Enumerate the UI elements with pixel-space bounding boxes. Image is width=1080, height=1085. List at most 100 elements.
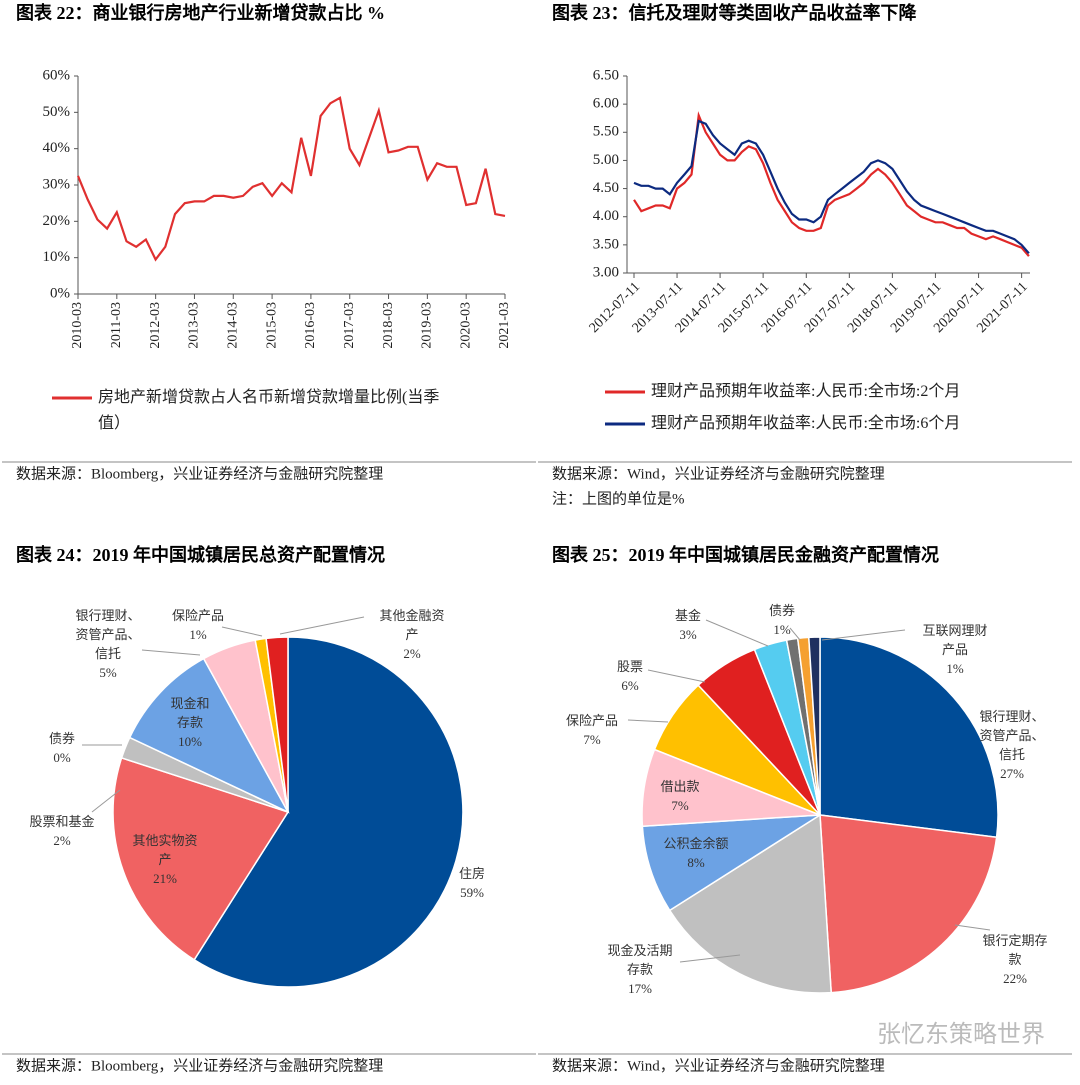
slice-value: 21% bbox=[153, 871, 177, 886]
slice-label: 其他实物资产 bbox=[132, 833, 197, 867]
leader-line bbox=[141, 649, 201, 656]
slice-label: 现金及活期存款 bbox=[607, 943, 672, 977]
slice-value: 1% bbox=[946, 661, 964, 676]
x-tick-label: 2013-03 bbox=[187, 302, 202, 349]
slice-value: 5% bbox=[99, 665, 117, 680]
slice-value: 17% bbox=[628, 981, 652, 996]
x-tick-label: 2015-03 bbox=[264, 302, 279, 349]
slice-label: 其他金融资产 bbox=[379, 608, 444, 642]
pie-slice bbox=[819, 814, 998, 994]
y-tick-label: 10% bbox=[43, 249, 71, 265]
y-tick-label: 3.00 bbox=[593, 264, 619, 280]
slice-value: 3% bbox=[679, 627, 697, 642]
y-tick-label: 3.50 bbox=[593, 236, 619, 252]
slice-value: 0% bbox=[53, 750, 71, 765]
pie-slice bbox=[641, 814, 821, 912]
slice-label: 保险产品 bbox=[172, 608, 224, 623]
y-tick-label: 5.00 bbox=[593, 152, 619, 168]
slice-value: 27% bbox=[1000, 766, 1024, 781]
source: 数据来源：Wind，兴业证券经济与金融研究院整理 bbox=[552, 1056, 885, 1074]
slice-label: 银行理财、资管产品、信托 bbox=[75, 608, 140, 661]
series-line bbox=[76, 96, 506, 262]
legend-label: 理财产品预期年收益率:人民币:全市场:6个月 bbox=[651, 414, 960, 432]
pie-slice bbox=[128, 657, 290, 814]
x-tick-label: 2020-03 bbox=[458, 302, 473, 349]
slice-label: 住房 bbox=[459, 866, 485, 881]
chart-title: 图表 25：2019 年中国城镇居民金融资产配置情况 bbox=[552, 544, 939, 565]
leader-line bbox=[647, 669, 706, 683]
pie-slice bbox=[265, 636, 289, 813]
leader-line bbox=[221, 626, 263, 637]
y-tick-label: 60% bbox=[43, 67, 71, 83]
x-tick-label: 2019-03 bbox=[420, 302, 435, 349]
slice-label: 银行定期存款 bbox=[982, 933, 1047, 967]
leader-line bbox=[627, 719, 669, 723]
source: 数据来源：Wind，兴业证券经济与金融研究院整理 bbox=[552, 464, 885, 482]
slice-value: 1% bbox=[773, 622, 791, 637]
chart-title: 图表 24：2019 年中国城镇居民总资产配置情况 bbox=[16, 544, 385, 565]
y-tick-label: 50% bbox=[43, 104, 71, 120]
slice-label: 股票和基金 bbox=[29, 814, 94, 829]
y-tick-label: 30% bbox=[43, 176, 71, 192]
y-tick-label: 0% bbox=[50, 285, 70, 301]
slice-value: 6% bbox=[621, 678, 639, 693]
x-tick-label: 2018-03 bbox=[381, 302, 396, 349]
x-tick-label: 2011-03 bbox=[109, 302, 124, 348]
leader-line bbox=[705, 619, 769, 647]
slice-value: 2% bbox=[403, 646, 421, 661]
slice-label: 基金 bbox=[675, 608, 701, 623]
leader-line bbox=[954, 924, 991, 931]
slice-value: 2% bbox=[53, 833, 71, 848]
y-tick-label: 4.50 bbox=[593, 180, 619, 196]
slice-value: 22% bbox=[1003, 971, 1027, 986]
slice-value: 10% bbox=[178, 734, 202, 749]
y-tick-label: 40% bbox=[43, 140, 71, 156]
chart-title: 图表 23：信托及理财等类固收产品收益率下降 bbox=[552, 2, 917, 23]
slice-label: 银行理财、资管产品、信托 bbox=[979, 709, 1044, 762]
slice-value: 1% bbox=[189, 627, 207, 642]
pie-slice bbox=[112, 756, 290, 961]
y-tick-label: 5.50 bbox=[593, 124, 619, 140]
watermark: 张忆东策略世界 bbox=[877, 1020, 1045, 1048]
leader-line bbox=[789, 627, 801, 641]
slice-label: 股票 bbox=[617, 659, 643, 674]
slice-label: 公积金余额 bbox=[663, 836, 728, 851]
y-tick-label: 20% bbox=[43, 213, 71, 229]
pie-slice bbox=[193, 636, 464, 988]
x-tick-label: 2014-03 bbox=[225, 302, 240, 349]
leader-line bbox=[679, 954, 741, 963]
source: 数据来源：Bloomberg，兴业证券经济与金融研究院整理 bbox=[16, 464, 383, 482]
leader-line bbox=[91, 789, 121, 813]
source: 数据来源：Bloomberg，兴业证券经济与金融研究院整理 bbox=[16, 1056, 383, 1074]
legend-label: 房地产新增贷款占人名币新增贷款增量比例(当季值） bbox=[98, 388, 439, 432]
y-tick-label: 4.00 bbox=[593, 208, 619, 224]
pie-slice bbox=[808, 636, 821, 816]
slice-label: 互联网理财产品 bbox=[922, 623, 987, 657]
slice-value: 59% bbox=[460, 885, 484, 900]
slice-value: 7% bbox=[583, 732, 601, 747]
x-tick-label: 2017-03 bbox=[342, 302, 357, 349]
x-tick-label: 2010-03 bbox=[70, 302, 85, 349]
y-tick-label: 6.00 bbox=[593, 96, 619, 112]
series-line bbox=[633, 119, 1030, 255]
slice-value: 8% bbox=[687, 855, 705, 870]
slice-label: 债券 bbox=[49, 731, 75, 746]
x-tick-label: 2021-03 bbox=[497, 302, 512, 349]
slice-label: 借出款 bbox=[660, 779, 699, 794]
slice-value: 7% bbox=[671, 798, 689, 813]
x-tick-label: 2016-03 bbox=[303, 302, 318, 349]
leader-line bbox=[821, 629, 906, 641]
pie-slice bbox=[819, 636, 999, 839]
y-tick-label: 6.50 bbox=[593, 67, 619, 83]
leader-line bbox=[279, 616, 365, 635]
chart-title: 图表 22：商业银行房地产行业新增贷款占比 % bbox=[16, 2, 385, 23]
pie-slice bbox=[668, 813, 832, 994]
x-tick-label: 2012-03 bbox=[148, 302, 163, 349]
legend-label: 理财产品预期年收益率:人民币:全市场:2个月 bbox=[651, 382, 960, 400]
slice-label: 保险产品 bbox=[566, 713, 618, 728]
series-line bbox=[633, 111, 1030, 257]
slice-label: 现金和存款 bbox=[170, 696, 209, 730]
slice-label: 债券 bbox=[769, 603, 795, 618]
